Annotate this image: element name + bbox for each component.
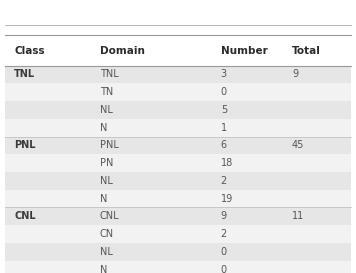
Bar [5, 261, 351, 273]
Text: TN: TN [100, 87, 113, 97]
Bar [5, 83, 351, 101]
Text: 11: 11 [292, 211, 304, 221]
Text: PNL: PNL [14, 140, 36, 150]
Bar [5, 190, 351, 207]
Text: 18: 18 [221, 158, 233, 168]
Text: 3: 3 [221, 69, 227, 79]
Text: N: N [100, 194, 107, 204]
Text: TNL: TNL [14, 69, 35, 79]
Text: CNL: CNL [14, 211, 36, 221]
Text: 0: 0 [221, 265, 227, 273]
Text: 9: 9 [221, 211, 227, 221]
Bar [5, 101, 351, 119]
Bar [5, 172, 351, 190]
Text: PNL: PNL [100, 140, 119, 150]
Text: 45: 45 [292, 140, 304, 150]
Bar [5, 66, 351, 83]
Bar [5, 154, 351, 172]
Text: CN: CN [100, 229, 114, 239]
Text: PN: PN [100, 158, 113, 168]
Text: Domain: Domain [100, 46, 145, 55]
Text: 2: 2 [221, 229, 227, 239]
Text: 1: 1 [221, 123, 227, 133]
Text: 9: 9 [292, 69, 298, 79]
Text: N: N [100, 265, 107, 273]
Text: 0: 0 [221, 87, 227, 97]
Text: CNL: CNL [100, 211, 119, 221]
Bar [5, 225, 351, 243]
Text: Total: Total [292, 46, 321, 55]
Text: NL: NL [100, 105, 112, 115]
Text: Number: Number [221, 46, 267, 55]
Text: 2: 2 [221, 176, 227, 186]
Bar [5, 207, 351, 225]
Bar [5, 136, 351, 154]
Text: 0: 0 [221, 247, 227, 257]
Text: 5: 5 [221, 105, 227, 115]
Text: Class: Class [14, 46, 45, 55]
Text: 6: 6 [221, 140, 227, 150]
Text: N: N [100, 123, 107, 133]
Text: NL: NL [100, 176, 112, 186]
Bar [5, 119, 351, 136]
Text: TNL: TNL [100, 69, 119, 79]
Text: 19: 19 [221, 194, 233, 204]
Bar [5, 243, 351, 261]
Text: NL: NL [100, 247, 112, 257]
